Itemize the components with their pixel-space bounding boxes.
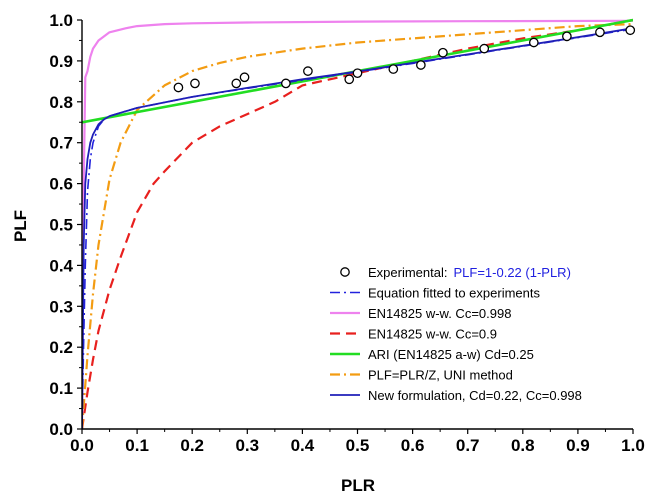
experimental-point (625, 25, 636, 36)
y-tick-label: 0.5 (49, 216, 73, 235)
experimental-point (528, 37, 539, 48)
series-line-6 (82, 27, 633, 429)
marker-layer (173, 25, 636, 93)
y-tick-label: 0.9 (49, 52, 73, 71)
x-tick-label: 0.6 (401, 436, 425, 455)
series-line-3 (82, 18, 633, 429)
legend-name-4: ARI (EN14825 a-w) Cd=0.25 (368, 347, 534, 362)
experimental-point (562, 31, 572, 42)
legend-name-2: EN14825 w-w. Cc=0.998 (368, 306, 511, 321)
legend-name-3: EN14825 w-w. Cc=0.9 (368, 327, 497, 342)
experimental-point (173, 82, 184, 93)
experimental-point (438, 47, 448, 58)
tick-labels: 0.0 0.1 0.2 0.3 0.4 0.5 0.6 0.7 0.8 0.9 1.0 0.0 0.1 0… (49, 11, 644, 455)
experimental-point (344, 74, 355, 85)
experimental-point (231, 78, 242, 89)
legend: Experimental: PLF=1-0.22 (1-PLR) Equation … (330, 265, 582, 403)
y-tick-label: 0.3 (49, 297, 73, 316)
y-tick-label: 0.8 (49, 93, 73, 112)
y-tick-label: 0.2 (49, 338, 73, 357)
experimental-point (352, 68, 363, 79)
x-tick-label: 0.3 (235, 436, 259, 455)
legend-label-3: EN14825 w-w. Cc=0.9 (368, 327, 497, 342)
series-line-1 (82, 28, 633, 429)
experimental-point (239, 72, 250, 83)
legend-marker-0 (340, 267, 350, 277)
y-tick-label: 0.6 (49, 175, 73, 194)
legend-name-5: PLF=PLR/Z, UNI method (368, 368, 513, 383)
y-tick-label: 1.0 (49, 11, 73, 30)
legend-label-6: New formulation, Cd=0.22, Cc=0.998 (368, 388, 582, 403)
axes (77, 19, 634, 434)
experimental-point (190, 78, 200, 89)
experimental-point (416, 60, 426, 70)
x-tick-label: 0.4 (291, 436, 315, 455)
y-tick-label: 0.4 (49, 256, 73, 275)
x-tick-label: 0.1 (125, 436, 149, 455)
x-tick-label: 0.5 (346, 436, 370, 455)
x-tick-label: 0.8 (511, 436, 535, 455)
legend-name-6: New formulation, Cd=0.22, Cc=0.998 (368, 388, 582, 403)
y-tick-label: 0.1 (49, 379, 73, 398)
x-tick-label: 0.9 (566, 436, 590, 455)
y-tick-label: 0.0 (49, 420, 73, 439)
x-tick-label: 0.7 (456, 436, 480, 455)
legend-label-1: Equation fitted to experiments (368, 286, 540, 301)
y-axis-title: PLF (11, 210, 30, 242)
legend-name-1: Equation fitted to experiments (368, 286, 540, 301)
experimental-point (303, 66, 313, 76)
legend-equation: PLF=1-0.22 (1-PLR) (453, 265, 570, 280)
legend-name-0: Experimental: (368, 265, 447, 280)
legend-label-4: ARI (EN14825 a-w) Cd=0.25 (368, 347, 534, 362)
experimental-point (595, 27, 605, 38)
experimental-point (479, 43, 490, 54)
experimental-point (388, 64, 399, 74)
y-tick-label: 0.7 (49, 134, 73, 153)
x-axis-title: PLR (341, 476, 375, 495)
x-tick-label: 1.0 (621, 436, 645, 455)
curve-layer (82, 18, 633, 429)
legend-label-2: EN14825 w-w. Cc=0.998 (368, 306, 511, 321)
series-line-2 (82, 19, 633, 429)
legend-label-0: Experimental: PLF=1-0.22 (1-PLR) (368, 265, 571, 280)
x-tick-label: 0.0 (70, 436, 94, 455)
series-line-5 (82, 23, 633, 429)
legend-label-5: PLF=PLR/Z, UNI method (368, 368, 513, 383)
x-tick-label: 0.2 (180, 436, 204, 455)
experimental-point (281, 78, 291, 89)
